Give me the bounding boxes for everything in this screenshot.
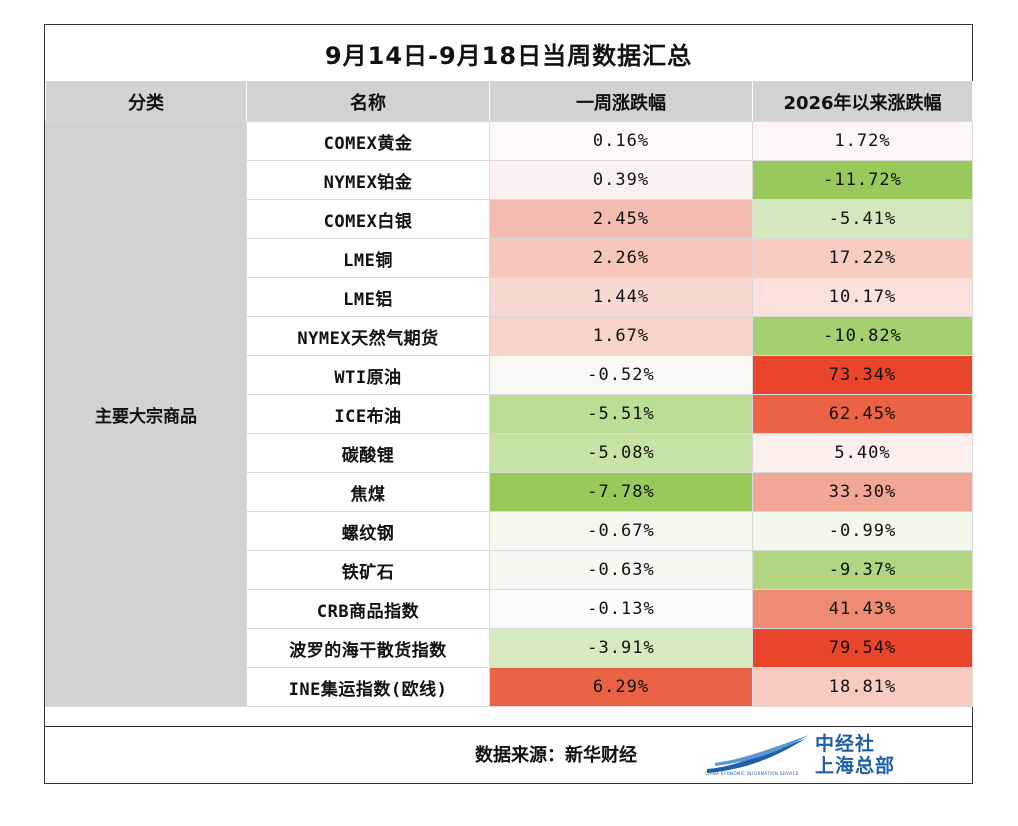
table-row: 焦煤 -7.78% 33.30%	[46, 472, 973, 512]
header-row: 分类 名称 一周涨跌幅 2026年以来涨跌幅	[45, 81, 973, 122]
week-change-cell: -0.67%	[489, 511, 753, 551]
commodity-name: CRB商品指数	[246, 589, 490, 629]
week-change-cell: -3.91%	[489, 628, 753, 668]
ytd-change-cell: 10.17%	[752, 277, 973, 317]
logo-line1: 中经社	[815, 733, 876, 755]
table-body: 主要大宗商品 COMEX黄金 0.16% 1.72% NYMEX铂金 0.39% -11.7…	[45, 121, 973, 707]
commodity-name: NYMEX铂金	[246, 160, 490, 200]
table-row: 铁矿石 -0.63% -9.37%	[46, 550, 973, 590]
ytd-change-cell: 73.34%	[752, 355, 973, 395]
commodity-name: 焦煤	[246, 472, 490, 512]
ytd-change-cell: -9.37%	[752, 550, 973, 590]
ytd-change-cell: 33.30%	[752, 472, 973, 512]
table-row: NYMEX铂金 0.39% -11.72%	[46, 160, 973, 200]
header-ytd-change: 2026年以来涨跌幅	[752, 81, 973, 122]
header-name: 名称	[246, 81, 490, 122]
commodity-name: 波罗的海干散货指数	[246, 628, 490, 668]
week-change-cell: -0.52%	[489, 355, 753, 395]
ytd-change-cell: 17.22%	[752, 238, 973, 278]
week-change-cell: -0.13%	[489, 589, 753, 629]
ytd-change-cell: 18.81%	[752, 667, 973, 707]
ytd-change-cell: 62.45%	[752, 394, 973, 434]
table-row: 主要大宗商品 COMEX黄金 0.16% 1.72%	[45, 121, 973, 707]
category-cell: 主要大宗商品	[45, 121, 247, 707]
ytd-change-cell: -0.99%	[752, 511, 973, 551]
week-change-cell: 0.39%	[489, 160, 753, 200]
table-row: INE集运指数(欧线) 6.29% 18.81%	[46, 667, 973, 707]
ytd-change-cell: -5.41%	[752, 199, 973, 239]
header-category: 分类	[45, 81, 247, 122]
table-row: 波罗的海干散货指数 -3.91% 79.54%	[46, 628, 973, 668]
table-row: COMEX白银 2.45% -5.41%	[46, 199, 973, 239]
logo-english: CHINA ECONOMIC INFORMATION SERVICE	[705, 771, 799, 776]
commodity-name: COMEX白银	[246, 199, 490, 239]
table-row: WTI原油 -0.52% 73.34%	[46, 355, 973, 395]
ytd-change-cell: 41.43%	[752, 589, 973, 629]
week-change-cell: 2.45%	[489, 199, 753, 239]
header-week-change: 一周涨跌幅	[489, 81, 753, 122]
summary-card: 9月14日-9月18日当周数据汇总 分类 名称 一周涨跌幅 2026年以来涨跌幅…	[44, 24, 973, 784]
table-row: LME铝 1.44% 10.17%	[46, 277, 973, 317]
week-change-cell: 1.67%	[489, 316, 753, 356]
publisher-logo: CHINA ECONOMIC INFORMATION SERVICE 中经社 上…	[705, 733, 905, 779]
week-change-cell: -0.63%	[489, 550, 753, 590]
table-row: ICE布油 -5.51% 62.45%	[46, 394, 973, 434]
commodity-name: 碳酸锂	[246, 433, 490, 473]
ytd-change-cell: -11.72%	[752, 160, 973, 200]
table-row: LME铜 2.26% 17.22%	[46, 238, 973, 278]
week-change-cell: 0.16%	[489, 121, 753, 161]
ytd-change-cell: -10.82%	[752, 316, 973, 356]
commodity-name: ICE布油	[246, 394, 490, 434]
ytd-change-cell: 79.54%	[752, 628, 973, 668]
commodity-name: WTI原油	[246, 355, 490, 395]
commodity-name: LME铝	[246, 277, 490, 317]
week-change-cell: 1.44%	[489, 277, 753, 317]
commodity-name: COMEX黄金	[246, 121, 490, 161]
week-change-cell: 6.29%	[489, 667, 753, 707]
week-change-cell: 2.26%	[489, 238, 753, 278]
data-table: 分类 名称 一周涨跌幅 2026年以来涨跌幅 主要大宗商品 COMEX黄金 0.16…	[45, 81, 973, 707]
swoosh-logo-icon	[707, 735, 809, 773]
commodity-name: INE集运指数(欧线)	[246, 667, 490, 707]
page-title: 9月14日-9月18日当周数据汇总	[324, 41, 693, 70]
data-source: 数据来源：新华财经	[475, 745, 637, 766]
table-row: NYMEX天然气期货 1.67% -10.82%	[46, 316, 973, 356]
week-change-cell: -5.51%	[489, 394, 753, 434]
ytd-change-cell: 5.40%	[752, 433, 973, 473]
table-row: CRB商品指数 -0.13% 41.43%	[46, 589, 973, 629]
commodity-name: NYMEX天然气期货	[246, 316, 490, 356]
week-change-cell: -5.08%	[489, 433, 753, 473]
ytd-change-cell: 1.72%	[752, 121, 973, 161]
footer: 数据来源：新华财经 CHINA ECONOMIC INFORMATION SER…	[45, 726, 972, 784]
week-change-cell: -7.78%	[489, 472, 753, 512]
commodity-name: LME铜	[246, 238, 490, 278]
commodity-name: 螺纹钢	[246, 511, 490, 551]
logo-line2: 上海总部	[815, 755, 896, 777]
commodity-name: 铁矿石	[246, 550, 490, 590]
logo-text: 中经社 上海总部	[815, 733, 895, 777]
